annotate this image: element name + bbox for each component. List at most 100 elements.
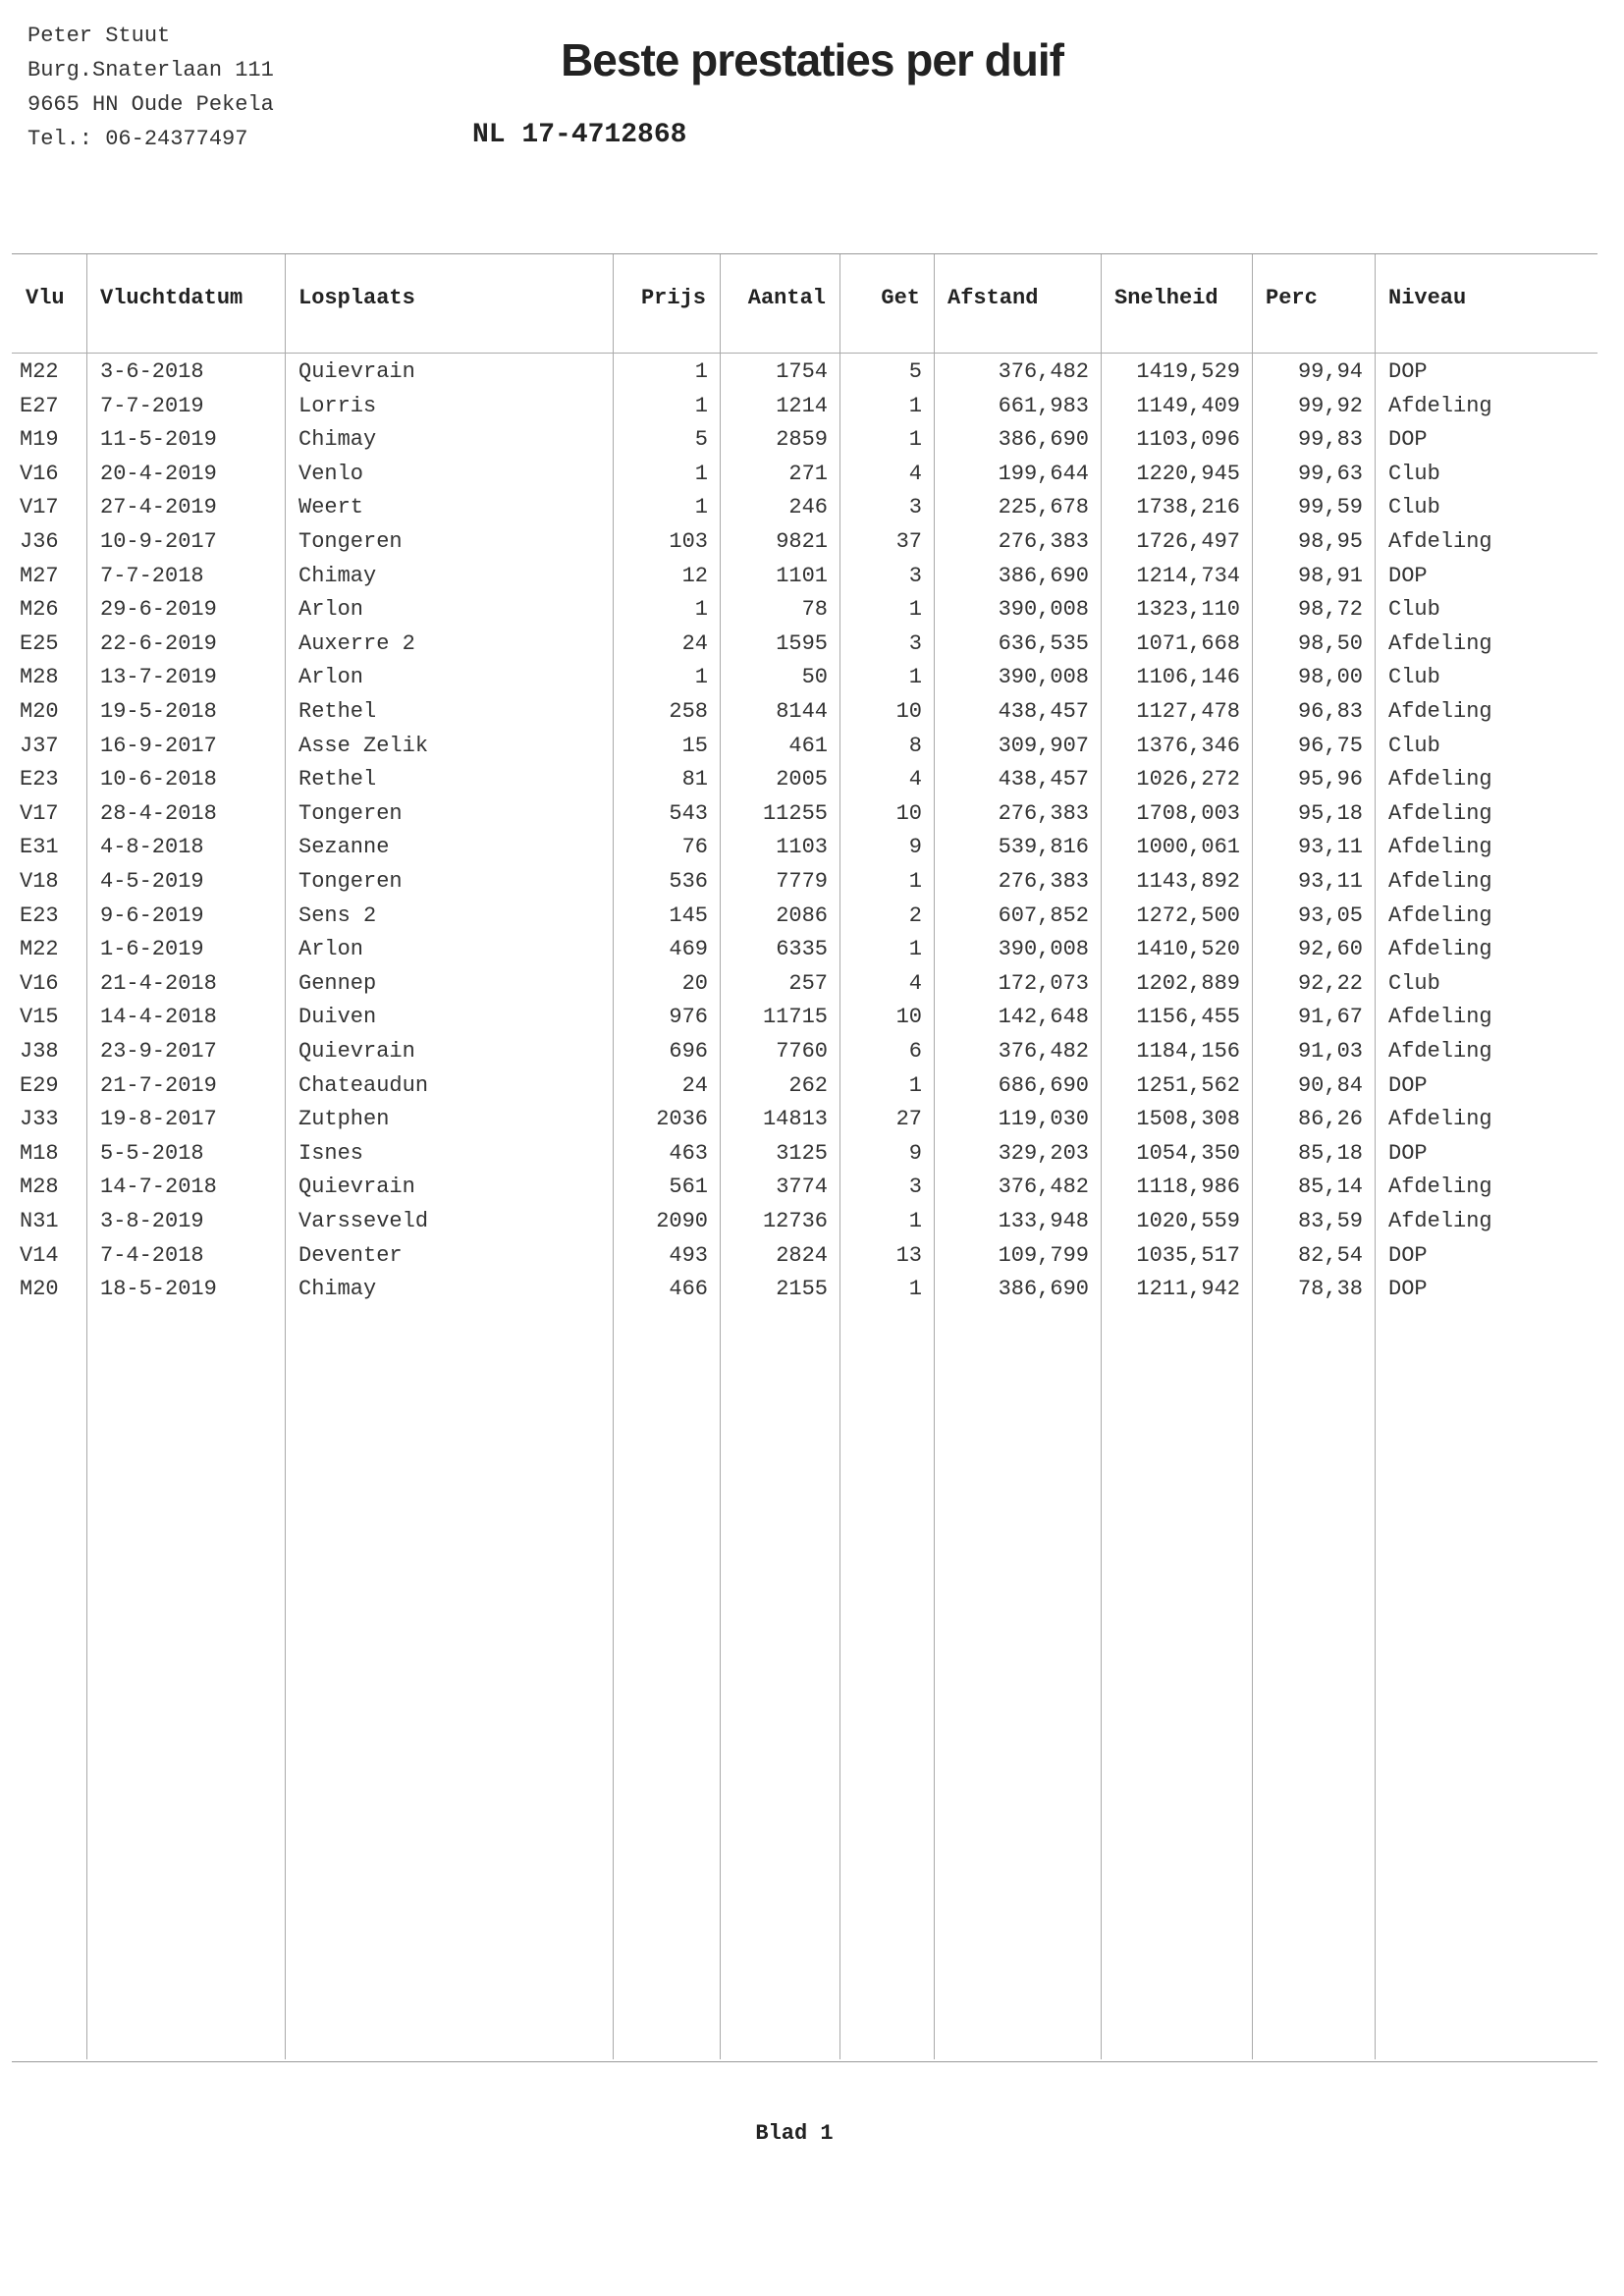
table-row: E23 9-6-2019 Sens 2 145 2086 2 607,852 1272,500… — [12, 903, 1597, 938]
cell-get: 6 — [908, 1039, 922, 1064]
cell-prijs: 469 — [669, 937, 708, 962]
cell-niveau: Afdeling — [1388, 393, 1492, 418]
cell-losplaats: Venlo — [298, 461, 364, 486]
cell-snelheid: 1054,350 — [1136, 1140, 1240, 1166]
table-row: V14 7-4-2018 Deventer 493 2824 13 109,799 1035,… — [12, 1243, 1597, 1278]
cell-aantal: 3125 — [776, 1140, 828, 1166]
cell-snelheid: 1071,668 — [1136, 630, 1240, 656]
cell-perc: 86,26 — [1297, 1107, 1363, 1132]
cell-vluchtdatum: 14-4-2018 — [100, 1005, 217, 1030]
cell-snelheid: 1035,517 — [1136, 1242, 1240, 1268]
cell-perc: 98,72 — [1297, 597, 1363, 623]
cell-perc: 96,83 — [1297, 699, 1363, 724]
cell-niveau: Club — [1388, 461, 1440, 486]
cell-aantal: 1214 — [776, 393, 828, 418]
table-row: M19 11-5-2019 Chimay 5 2859 1 386,690 1103,096 9… — [12, 427, 1597, 462]
cell-get: 1 — [908, 1209, 922, 1233]
cell-losplaats: Tongeren — [298, 869, 403, 894]
cell-perc: 93,11 — [1297, 835, 1363, 860]
sender-city: 9665 HN Oude Pekela — [27, 92, 274, 117]
table-row: J36 10-9-2017 Tongeren 103 9821 37 276,383 1726… — [12, 529, 1597, 564]
cell-snelheid: 1251,562 — [1136, 1072, 1240, 1098]
table-row: M26 29-6-2019 Arlon 1 78 1 390,008 1323,110 98,7… — [12, 597, 1597, 631]
cell-vluchtdatum: 22-6-2019 — [100, 630, 217, 656]
cell-snelheid: 1118,986 — [1136, 1175, 1240, 1200]
table-row: N31 3-8-2019 Varsseveld 2090 12736 1 133,948 10… — [12, 1209, 1597, 1243]
cell-losplaats: Arlon — [298, 937, 364, 962]
cell-perc: 93,05 — [1297, 902, 1363, 928]
cell-vlu: M20 — [20, 699, 59, 724]
cell-snelheid: 1026,272 — [1136, 767, 1240, 793]
cell-get: 10 — [895, 800, 922, 826]
cell-snelheid: 1323,110 — [1136, 597, 1240, 623]
cell-get: 3 — [908, 563, 922, 588]
cell-aantal: 9821 — [776, 529, 828, 554]
cell-losplaats: Zutphen — [298, 1107, 390, 1132]
cell-losplaats: Chimay — [298, 563, 377, 588]
cell-get: 1 — [908, 937, 922, 962]
cell-aantal: 7760 — [776, 1039, 828, 1064]
cell-prijs: 24 — [681, 630, 708, 656]
cell-get: 9 — [908, 1140, 922, 1166]
cell-perc: 91,67 — [1297, 1005, 1363, 1030]
table-row: J37 16-9-2017 Asse Zelik 15 461 8 309,907 1376,… — [12, 734, 1597, 768]
results-table: Vlu Vluchtdatum Losplaats Prijs Aantal Get Afs… — [12, 253, 1597, 2062]
column-divider — [1252, 254, 1253, 2059]
sender-name: Peter Stuut — [27, 24, 171, 48]
cell-prijs: 15 — [681, 733, 708, 758]
cell-aantal: 78 — [801, 597, 828, 623]
cell-niveau: Club — [1388, 495, 1440, 520]
cell-perc: 98,50 — [1297, 630, 1363, 656]
cell-prijs: 81 — [681, 767, 708, 793]
cell-aantal: 1754 — [776, 359, 828, 384]
page-number: Blad 1 — [755, 2121, 834, 2146]
cell-afstand: 199,644 — [998, 461, 1089, 486]
cell-snelheid: 1738,216 — [1136, 495, 1240, 520]
cell-afstand: 636,535 — [998, 630, 1089, 656]
cell-perc: 99,94 — [1297, 359, 1363, 384]
cell-snelheid: 1419,529 — [1136, 359, 1240, 384]
table-row: M28 14-7-2018 Quievrain 561 3774 3 376,482 1118… — [12, 1175, 1597, 1209]
cell-prijs: 2036 — [656, 1107, 708, 1132]
cell-vluchtdatum: 11-5-2019 — [100, 427, 217, 453]
cell-vlu: M26 — [20, 597, 59, 623]
cell-afstand: 539,816 — [998, 835, 1089, 860]
cell-vluchtdatum: 10-9-2017 — [100, 529, 217, 554]
cell-afstand: 386,690 — [998, 427, 1089, 453]
cell-get: 10 — [895, 699, 922, 724]
cell-vluchtdatum: 20-4-2019 — [100, 461, 217, 486]
cell-vlu: M22 — [20, 359, 59, 384]
column-divider — [613, 254, 614, 2059]
cell-vluchtdatum: 7-4-2018 — [100, 1242, 204, 1268]
cell-aantal: 2005 — [776, 767, 828, 793]
cell-niveau: Afdeling — [1388, 529, 1492, 554]
cell-aantal: 262 — [788, 1072, 828, 1098]
cell-afstand: 276,383 — [998, 869, 1089, 894]
cell-afstand: 142,648 — [998, 1005, 1089, 1030]
cell-prijs: 5 — [694, 427, 708, 453]
column-header-afstand: Afstand — [947, 286, 1039, 310]
cell-prijs: 12 — [681, 563, 708, 588]
cell-snelheid: 1410,520 — [1136, 937, 1240, 962]
cell-niveau: Afdeling — [1388, 1209, 1492, 1233]
cell-niveau: DOP — [1388, 1072, 1428, 1098]
cell-perc: 98,91 — [1297, 563, 1363, 588]
cell-aantal: 1595 — [776, 630, 828, 656]
cell-perc: 82,54 — [1297, 1242, 1363, 1268]
table-row: E29 21-7-2019 Chateaudun 24 262 1 686,690 1251,… — [12, 1073, 1597, 1108]
cell-aantal: 50 — [801, 665, 828, 690]
sender-phone: Tel.: 06-24377497 — [27, 127, 248, 151]
cell-vluchtdatum: 13-7-2019 — [100, 665, 217, 690]
cell-perc: 83,59 — [1297, 1209, 1363, 1233]
cell-losplaats: Quievrain — [298, 359, 415, 384]
cell-vlu: M22 — [20, 937, 59, 962]
cell-afstand: 119,030 — [998, 1107, 1089, 1132]
cell-aantal: 2155 — [776, 1277, 828, 1302]
cell-niveau: Afdeling — [1388, 800, 1492, 826]
cell-afstand: 109,799 — [998, 1242, 1089, 1268]
column-divider — [839, 254, 840, 2059]
cell-vluchtdatum: 19-5-2018 — [100, 699, 217, 724]
table-row: J38 23-9-2017 Quievrain 696 7760 6 376,482 1184… — [12, 1039, 1597, 1073]
cell-get: 1 — [908, 1277, 922, 1302]
page-title: Beste prestaties per duif — [0, 33, 1624, 86]
